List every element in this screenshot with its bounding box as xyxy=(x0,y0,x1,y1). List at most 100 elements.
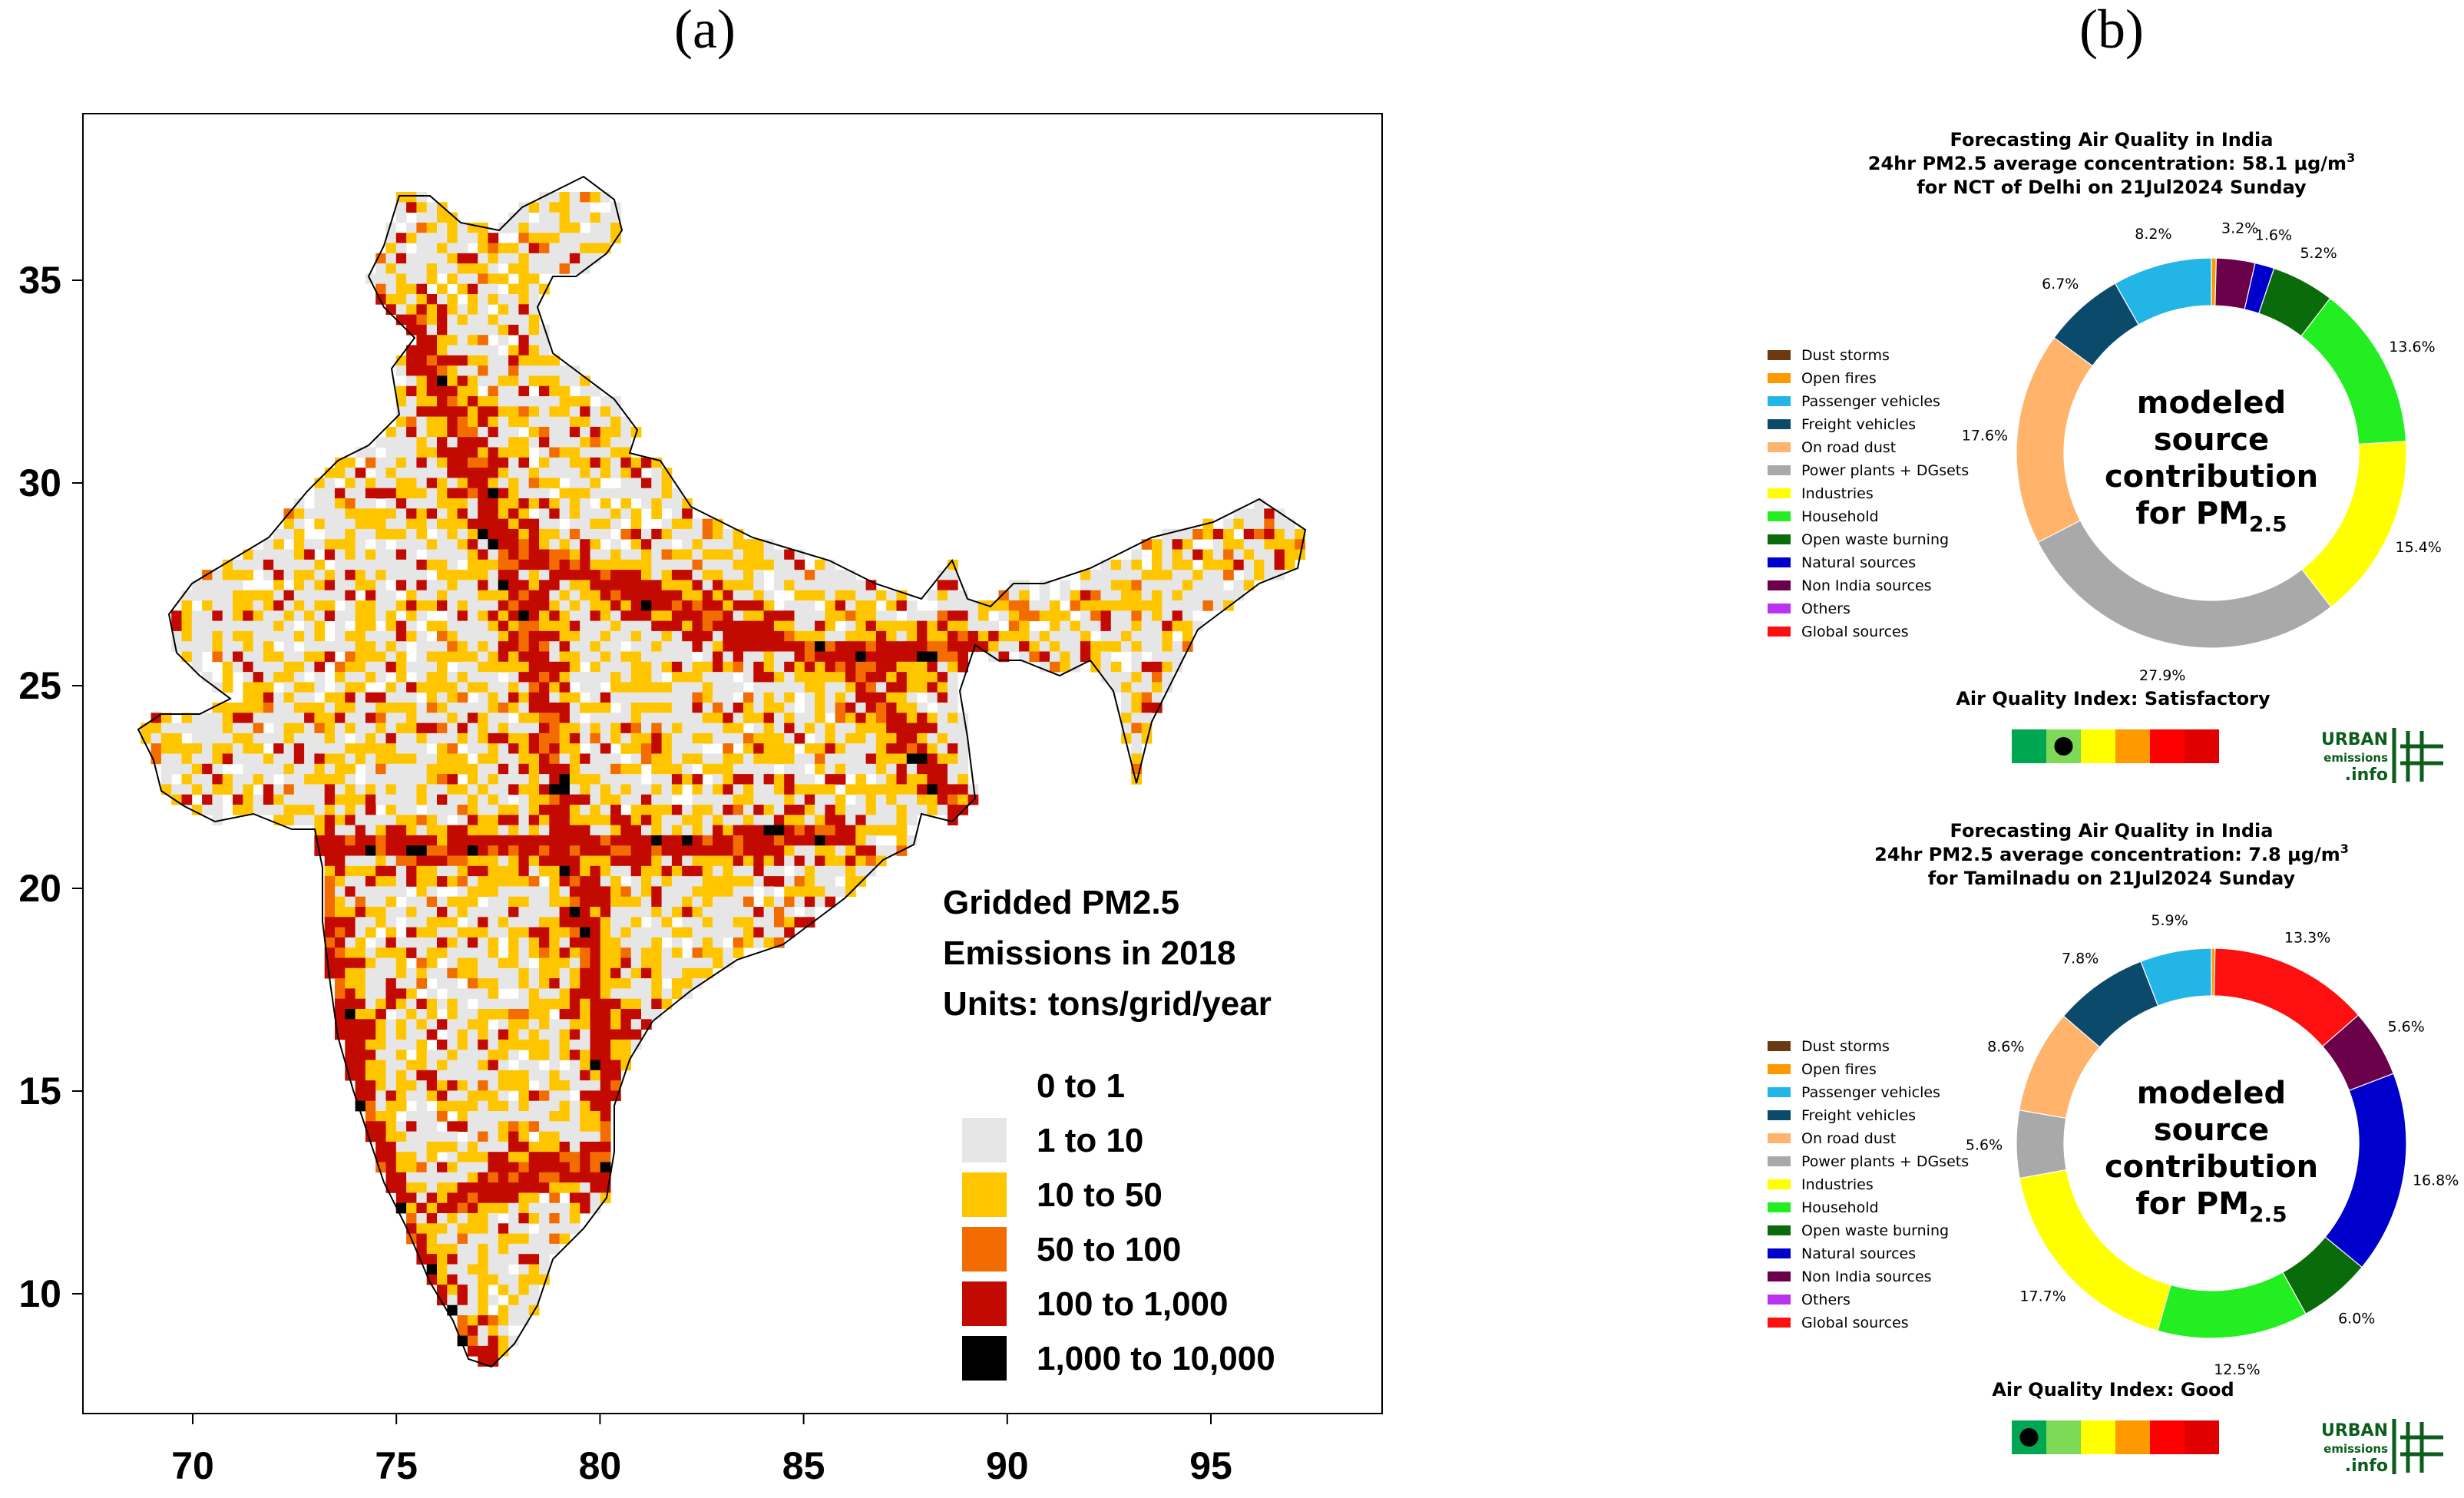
grid-cell xyxy=(559,713,571,723)
grid-cell xyxy=(569,1100,580,1112)
grid-cell xyxy=(447,243,458,254)
grid-cell xyxy=(447,375,458,387)
grid-cell xyxy=(600,1090,611,1102)
grid-cell xyxy=(743,805,754,815)
grid-cell xyxy=(416,1233,428,1245)
grid-cell xyxy=(539,1141,550,1152)
grid-cell xyxy=(917,630,928,642)
grid-cell xyxy=(478,774,488,785)
grid-cell xyxy=(580,539,590,550)
grid-cell xyxy=(773,580,785,591)
grid-cell xyxy=(355,1039,366,1050)
grid-cell xyxy=(478,1141,488,1152)
grid-cell xyxy=(590,243,601,254)
grid-cell xyxy=(549,528,560,540)
grid-cell xyxy=(773,907,785,918)
grid-cell xyxy=(488,1264,499,1275)
grid-cell xyxy=(406,763,417,775)
grid-cell xyxy=(233,794,243,805)
grid-cell xyxy=(804,610,815,621)
grid-cell xyxy=(345,988,356,1000)
grid-cell xyxy=(569,1039,580,1050)
grid-cell xyxy=(865,835,877,846)
grid-cell xyxy=(580,630,590,642)
grid-cell xyxy=(478,488,488,499)
grid-cell xyxy=(283,600,295,611)
grid-cell xyxy=(528,1274,540,1285)
grid-cell xyxy=(406,580,417,591)
grid-cell xyxy=(620,692,632,703)
grid-cell xyxy=(1202,600,1214,611)
grid-cell xyxy=(437,876,448,887)
grid-cell xyxy=(518,957,530,969)
grid-cell xyxy=(498,703,509,713)
grid-cell xyxy=(630,457,642,468)
grid-cell xyxy=(528,672,540,683)
grid-cell xyxy=(355,1019,366,1030)
grid-cell xyxy=(478,263,488,274)
grid-cell xyxy=(825,703,836,713)
grid-cell xyxy=(355,1050,366,1060)
grid-cell xyxy=(630,539,642,550)
grid-cell xyxy=(406,907,417,918)
grid-cell xyxy=(1192,620,1203,632)
grid-cell xyxy=(385,1162,397,1173)
grid-cell xyxy=(447,723,458,734)
grid-cell xyxy=(948,805,958,815)
grid-cell xyxy=(447,1172,458,1183)
slice-label: 7.8% xyxy=(2062,950,2099,967)
grid-cell xyxy=(549,457,560,468)
grid-cell xyxy=(447,508,458,519)
grid-cell xyxy=(886,743,897,754)
grid-cell xyxy=(590,590,601,601)
grid-cell xyxy=(335,539,346,550)
grid-cell xyxy=(191,651,203,663)
grid-cell xyxy=(518,294,530,305)
grid-cell xyxy=(324,886,336,898)
grid-cell xyxy=(263,549,274,561)
grid-cell xyxy=(580,1162,590,1173)
grid-cell xyxy=(467,917,478,928)
grid-cell xyxy=(528,488,540,499)
grid-cell xyxy=(426,345,438,356)
grid-cell xyxy=(385,233,397,243)
grid-cell xyxy=(1029,610,1040,621)
grid-cell xyxy=(457,1274,468,1285)
grid-cell xyxy=(150,723,162,734)
grid-cell xyxy=(345,610,356,621)
grid-cell xyxy=(651,672,662,683)
grid-cell xyxy=(620,590,632,601)
grid-cell xyxy=(447,345,458,356)
grid-cell xyxy=(426,917,438,928)
grid-cell xyxy=(304,805,315,815)
grid-cell xyxy=(702,600,713,611)
grid-cell xyxy=(1141,682,1153,693)
grid-cell xyxy=(467,1080,478,1091)
grid-cell xyxy=(528,273,540,285)
grid-cell xyxy=(733,661,744,673)
donut-legend-label: Others xyxy=(1801,1291,1850,1308)
grid-cell xyxy=(355,508,366,519)
grid-cell xyxy=(549,406,560,417)
grid-cell xyxy=(784,610,795,621)
grid-cell xyxy=(998,610,1010,621)
donut-slice xyxy=(2300,297,2407,445)
grid-cell xyxy=(233,559,243,570)
grid-cell xyxy=(528,1264,540,1275)
grid-cell xyxy=(559,243,571,254)
grid-cell xyxy=(518,998,530,1010)
grid-cell xyxy=(590,1111,601,1122)
grid-cell xyxy=(1110,610,1122,621)
grid-cell xyxy=(488,937,499,948)
grid-cell xyxy=(1100,610,1112,621)
grid-cell xyxy=(549,753,560,765)
grid-cell xyxy=(467,478,478,489)
grid-cell xyxy=(661,600,673,611)
grid-cell xyxy=(416,294,428,305)
grid-cell xyxy=(355,907,366,918)
logo-line-2: emissions xyxy=(2323,751,2388,765)
grid-cell xyxy=(293,732,305,744)
grid-cell xyxy=(304,570,315,580)
grid-cell xyxy=(508,845,519,856)
grid-cell xyxy=(713,896,723,908)
